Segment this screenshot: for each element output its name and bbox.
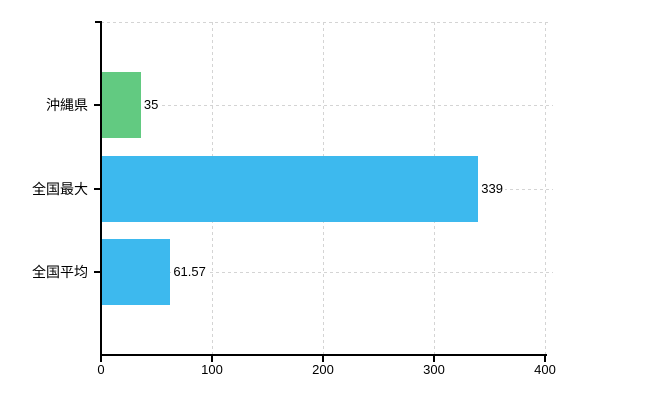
x-axis-tick-label: 300: [423, 362, 445, 377]
x-axis-tick-label: 0: [97, 362, 105, 377]
x-axis-tick: [544, 356, 546, 362]
y-axis-tick: [94, 104, 101, 107]
bar-value-label: 339: [479, 180, 505, 197]
x-axis-tick: [100, 356, 102, 362]
bar-value-label: 35: [141, 97, 161, 114]
plot-top-border: [101, 22, 548, 23]
category-label: 沖縄県: [46, 97, 88, 114]
y-axis-tick: [94, 270, 101, 273]
bar: [102, 238, 171, 305]
x-axis-tick-label: 200: [312, 362, 334, 377]
x-axis-line: [100, 354, 547, 356]
gridline-horizontal: [102, 105, 553, 107]
category-label: 全国平均: [32, 263, 88, 280]
category-label: 全国最大: [32, 180, 88, 197]
y-axis-line: [100, 21, 102, 356]
x-axis-tick: [433, 356, 435, 362]
y-axis-top-tick: [95, 21, 102, 23]
bar-value-label: 61.57: [171, 263, 208, 280]
y-axis-tick: [94, 187, 101, 190]
bar: [102, 72, 141, 139]
bar: [102, 155, 479, 222]
x-axis-tick: [322, 356, 324, 362]
x-axis-tick: [211, 356, 213, 362]
gridline-horizontal: [102, 271, 553, 273]
x-axis-tick-label: 400: [534, 362, 556, 377]
x-axis-tick-label: 100: [201, 362, 223, 377]
